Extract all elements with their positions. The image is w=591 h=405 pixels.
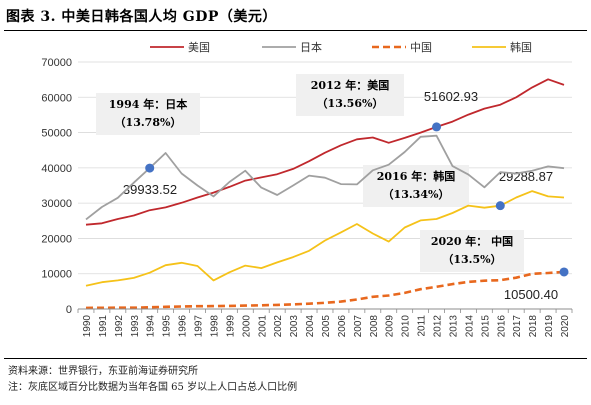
x-tick-label: 1999	[225, 315, 236, 338]
x-tick-label: 1992	[114, 315, 125, 338]
y-tick-label: 70000	[41, 57, 72, 69]
x-tick-label: 2003	[289, 315, 300, 338]
footnote: 注：灰底区域百分比数据为当年各国 65 岁以上人口占总人口比例	[8, 382, 298, 393]
series-line-china	[85, 270, 565, 310]
annotation-box	[296, 74, 404, 116]
x-tick-label: 1998	[209, 315, 220, 338]
series-line-us	[85, 78, 565, 226]
data-point-marker	[145, 163, 155, 173]
annotation-value-label: 51602.93	[424, 89, 478, 104]
annotation-box	[96, 93, 200, 135]
annotation-value-label: 10500.40	[504, 287, 558, 302]
x-tick-label: 2000	[241, 315, 252, 338]
x-tick-label: 2008	[369, 315, 380, 338]
data-point-marker	[432, 122, 442, 132]
x-tick-label: 1994	[146, 315, 157, 338]
legend-label: 中国	[410, 41, 432, 54]
y-tick-label: 20000	[41, 233, 72, 245]
x-tick-label: 2002	[273, 315, 284, 338]
x-tick-label: 2016	[496, 315, 507, 338]
annotation-box-text: 2020 年： 中国	[431, 234, 513, 248]
x-tick-label: 2009	[385, 315, 396, 338]
x-tick-label: 2005	[321, 315, 332, 338]
series-line-korea	[85, 190, 565, 287]
legend-label: 韩国	[510, 40, 532, 54]
legend-layer: 美国 日本 中国 韩国	[150, 40, 532, 54]
x-tick-label: 1997	[194, 315, 205, 338]
x-tick-label: 2011	[417, 315, 428, 337]
annotation-box-text: 1994 年：日本	[109, 97, 187, 111]
axis-layer: 0 10000 20000 30000 40000 50000 60000 70000 1990…	[41, 57, 573, 338]
annotation-box-text: （13.56%）	[317, 97, 384, 110]
x-tick-label: 2012	[433, 315, 444, 338]
x-tick-label: 2006	[337, 315, 348, 338]
x-tick-label: 2018	[528, 315, 539, 338]
figure-title: 图表 3. 中美日韩各国人均 GDP（美元）	[6, 9, 277, 25]
annotation-box	[420, 230, 524, 272]
x-tick-label: 1993	[130, 315, 141, 338]
annotation-box-text: 2012 年：美国	[311, 78, 389, 92]
annotation-box	[363, 165, 469, 207]
annotation-box-text: （13.78%）	[115, 116, 182, 129]
y-tick-label: 40000	[41, 163, 72, 175]
x-tick-label: 2010	[401, 315, 412, 338]
series-layer	[85, 78, 565, 310]
annotation-box-layer: 1994 年：日本 （13.78%） 39933.52 2012 年：美国 （13.56…	[96, 74, 558, 302]
x-tick-label: 2001	[257, 315, 268, 338]
x-tick-label: 2019	[544, 315, 555, 338]
annotation-box-text: （13.5%）	[442, 253, 501, 266]
title-rule	[4, 30, 587, 31]
annotation-box-text: （13.34%）	[383, 188, 450, 201]
annotation-value-label: 39933.52	[123, 182, 177, 197]
x-tick-label: 2014	[464, 315, 475, 338]
data-point-marker	[495, 201, 505, 211]
y-tick-label: 0	[66, 304, 72, 316]
x-tick-label: 1990	[82, 315, 93, 338]
data-point-marker	[559, 267, 569, 277]
legend-label: 美国	[188, 41, 210, 54]
x-tick-label: 1996	[178, 315, 189, 338]
x-tick-label: 2004	[305, 315, 316, 338]
x-tick-label: 2020	[560, 315, 571, 338]
y-tick-label: 30000	[41, 198, 72, 210]
x-tick-label: 2007	[353, 315, 364, 338]
y-tick-label: 50000	[41, 128, 72, 140]
series-line-japan	[85, 134, 565, 221]
x-tick-label: 1995	[162, 315, 173, 338]
footer-rule	[4, 358, 587, 359]
x-tick-label: 1991	[98, 315, 109, 338]
source-note: 资料来源：世界银行，东亚前海证券研究所	[8, 366, 198, 377]
legend-label: 日本	[300, 40, 322, 54]
y-tick-label: 60000	[41, 92, 72, 104]
annotation-box-text: 2016 年：韩国	[377, 169, 455, 183]
y-tick-label: 10000	[41, 269, 72, 281]
x-tick-label: 2013	[448, 315, 459, 338]
marker-layer	[145, 122, 569, 277]
x-tick-label: 2017	[512, 315, 523, 338]
x-tick-label: 2015	[480, 315, 491, 338]
